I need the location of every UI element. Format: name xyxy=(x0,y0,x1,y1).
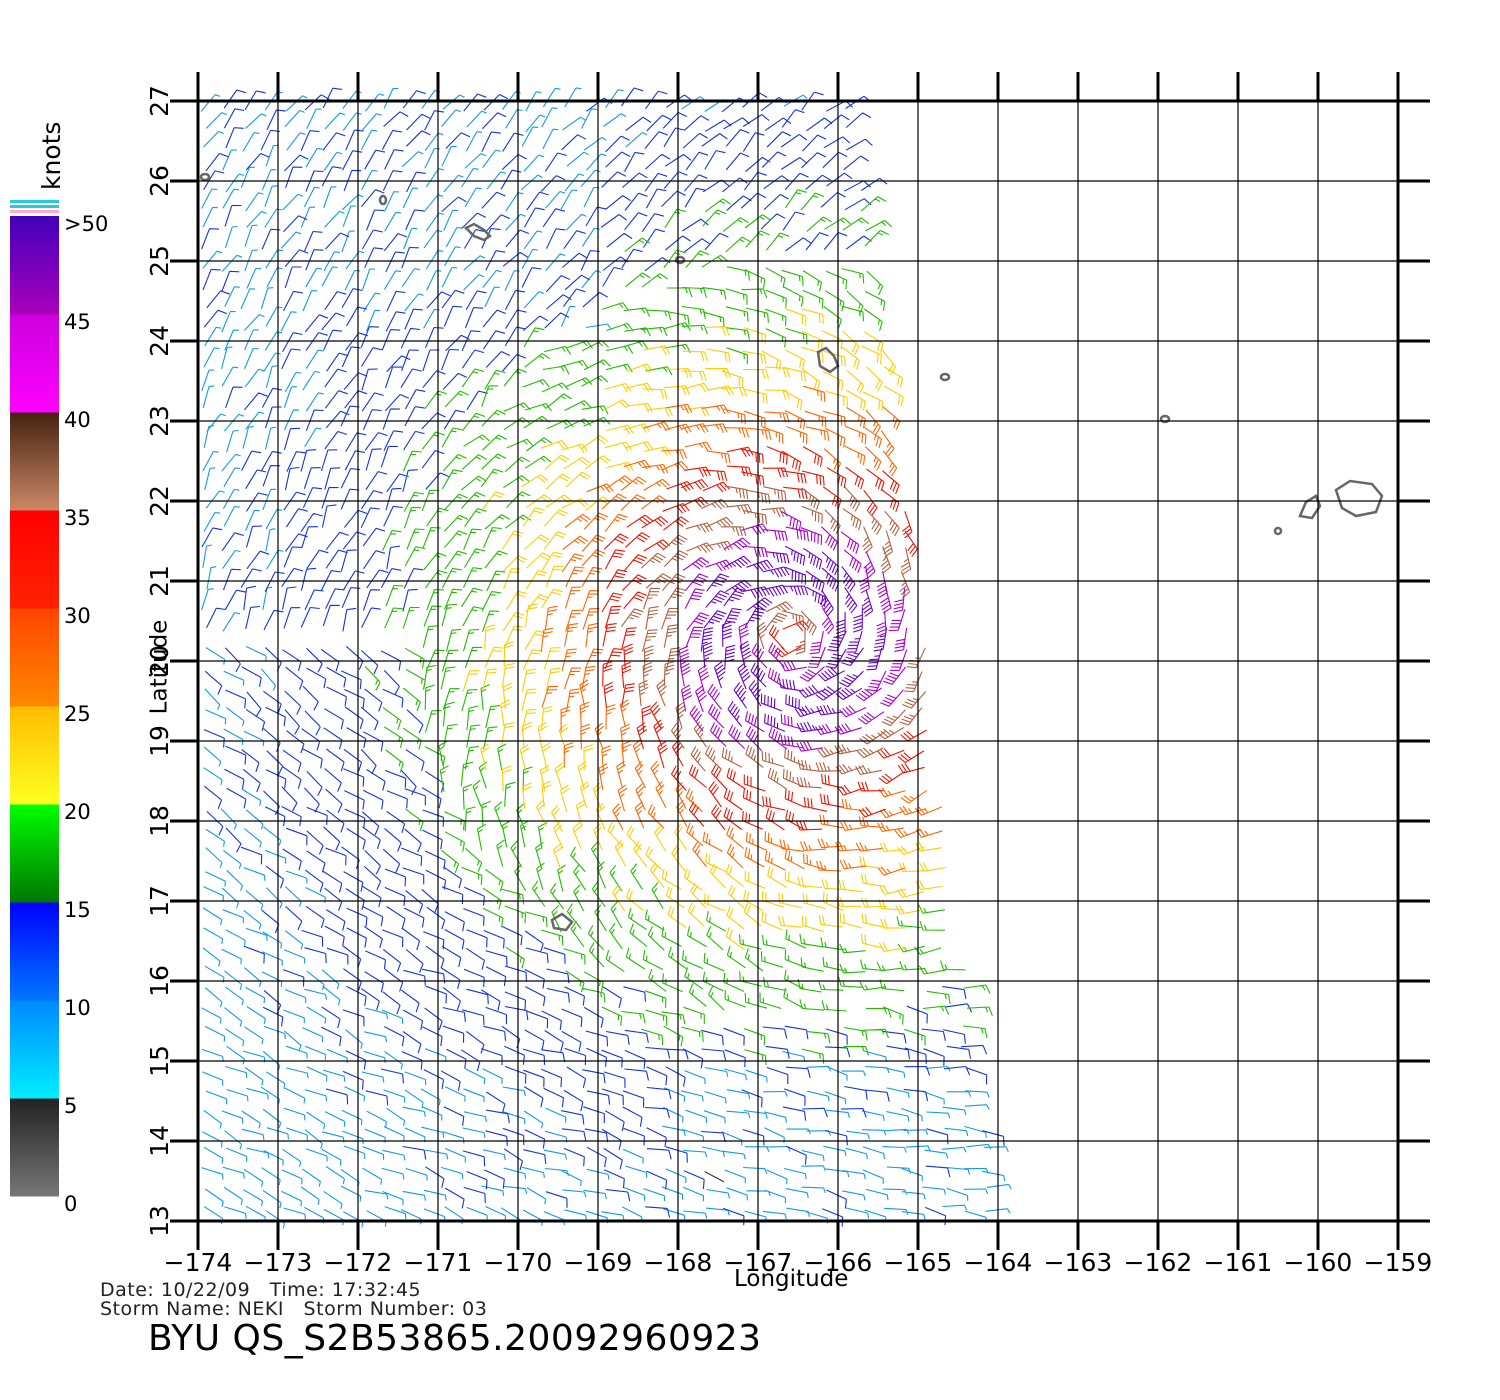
legend-band xyxy=(10,412,59,511)
lon-tick-label: −168 xyxy=(644,1248,713,1277)
lon-tick-label: −166 xyxy=(804,1248,873,1277)
legend-label: >50 xyxy=(64,212,108,236)
island xyxy=(674,255,686,265)
legend-band xyxy=(10,804,59,903)
legend-label: 10 xyxy=(64,996,91,1020)
legend-band xyxy=(10,902,59,1001)
legend-band xyxy=(10,1000,59,1099)
lon-tick-label: −161 xyxy=(1204,1248,1273,1277)
legend-cap xyxy=(10,210,59,213)
wind-barb-group xyxy=(704,1171,725,1183)
lat-tick-label: 23 xyxy=(145,405,174,437)
island xyxy=(1273,526,1283,536)
lat-tick-label: 17 xyxy=(145,885,174,917)
island xyxy=(939,372,951,382)
legend-band xyxy=(10,608,59,707)
legend-label: 0 xyxy=(64,1192,77,1216)
lat-tick-label: 21 xyxy=(145,565,174,597)
wind-barb-group xyxy=(364,189,993,1066)
legend-cap xyxy=(10,200,59,203)
lat-tick-label: 20 xyxy=(145,645,174,677)
y-axis-label: Latitude xyxy=(146,619,173,715)
island xyxy=(199,172,211,182)
legend-band xyxy=(10,216,59,315)
island xyxy=(550,912,574,932)
date-time-line: Date: 10/22/09 Time: 17:32:45 xyxy=(100,1279,422,1301)
x-axis-label: Longitude xyxy=(734,1266,849,1292)
lon-tick-label: −164 xyxy=(964,1248,1033,1277)
wind-barbs xyxy=(200,87,1012,1229)
lon-tick-label: −159 xyxy=(1364,1248,1433,1277)
lon-tick-label: −170 xyxy=(484,1248,553,1277)
legend-label: 20 xyxy=(64,800,91,824)
island xyxy=(463,222,492,242)
lon-tick-label: −162 xyxy=(1124,1248,1193,1277)
island xyxy=(816,346,840,374)
island xyxy=(1159,414,1171,424)
legend-band xyxy=(10,510,59,609)
wind-barb-group xyxy=(700,545,888,733)
legend-label: 15 xyxy=(64,898,91,922)
lon-tick-label: −172 xyxy=(324,1248,393,1277)
wind-barb-group xyxy=(601,445,927,831)
wind-barb-group xyxy=(678,511,908,752)
lat-tick-label: 15 xyxy=(145,1045,174,1077)
island xyxy=(1298,494,1322,520)
legend-label: 40 xyxy=(64,408,91,432)
legend-unit: knots xyxy=(37,122,66,190)
lon-tick-label: −163 xyxy=(1044,1248,1113,1277)
tick-labels: −174 −173 −172 −171 −170 −169 −168 −167 −166 −165… xyxy=(145,85,1432,1277)
storm-info-line: Storm Name: NEKI Storm Number: 03 xyxy=(100,1298,488,1320)
product-title: BYU QS_S2B53865.20092960923 xyxy=(148,1318,762,1359)
lat-tick-label: 13 xyxy=(145,1205,174,1237)
wind-barb-group xyxy=(201,87,1005,1227)
lon-tick-label: −173 xyxy=(244,1248,313,1277)
lon-tick-label: −169 xyxy=(564,1248,633,1277)
legend-label: 45 xyxy=(64,310,91,334)
lat-tick-label: 27 xyxy=(145,85,174,117)
legend-cap xyxy=(10,205,59,208)
islands xyxy=(199,172,1384,932)
lat-tick-label: 14 xyxy=(145,1125,174,1157)
wind-speed-legend: >50 45 40 35 30 25 20 15 10 5 0 knots xyxy=(10,122,108,1216)
lon-tick-label: −171 xyxy=(404,1248,473,1277)
lon-tick-label: −174 xyxy=(164,1248,233,1277)
lat-tick-label: 19 xyxy=(145,725,174,757)
legend-label: 35 xyxy=(64,506,91,530)
legend-band xyxy=(10,1098,59,1197)
wind-barb-group xyxy=(620,485,927,790)
legend-band xyxy=(10,314,59,413)
lat-tick-label: 22 xyxy=(145,485,174,517)
legend-label: 25 xyxy=(64,702,91,726)
lon-tick-label: −165 xyxy=(884,1248,953,1277)
lat-tick-label: 26 xyxy=(145,165,174,197)
wind-barb-group xyxy=(200,87,1012,1229)
wind-barb-group xyxy=(462,308,946,953)
island xyxy=(378,194,388,206)
lat-tick-label: 24 xyxy=(145,325,174,357)
island xyxy=(1334,479,1384,518)
lon-tick-label: −160 xyxy=(1284,1248,1353,1277)
lat-tick-label: 16 xyxy=(145,965,174,997)
lat-lon-grid xyxy=(170,72,1430,1250)
legend-label: 5 xyxy=(64,1094,77,1118)
lat-tick-label: 18 xyxy=(145,805,174,837)
legend-label: 30 xyxy=(64,604,91,628)
legend-band xyxy=(10,706,59,805)
lat-tick-label: 25 xyxy=(145,245,174,277)
lon-tick-label: −167 xyxy=(724,1248,793,1277)
